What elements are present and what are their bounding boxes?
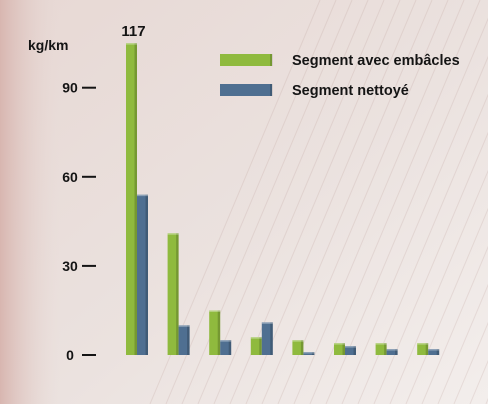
legend-swatch	[220, 54, 272, 66]
bar	[250, 337, 262, 355]
bar	[178, 325, 190, 355]
bar	[292, 340, 304, 355]
y-tick-label: 90	[62, 80, 78, 96]
y-tick-label: 60	[62, 169, 78, 185]
bar	[334, 343, 345, 355]
bar	[261, 322, 273, 355]
bar	[386, 349, 398, 355]
legend-label: Segment nettoyé	[292, 83, 409, 99]
legend: Segment avec embâcles Segment nettoyé	[220, 53, 460, 99]
legend-swatch	[220, 84, 272, 96]
bars	[126, 43, 440, 356]
bar	[220, 340, 232, 355]
bar	[167, 233, 179, 355]
y-axis: kg/km 0 30 60 90	[28, 37, 96, 363]
y-tick-label: 30	[62, 258, 78, 274]
data-labels: 117	[121, 23, 145, 40]
bar	[417, 343, 429, 355]
y-axis-label: kg/km	[28, 37, 68, 53]
y-tick-label: 0	[66, 347, 74, 363]
bar	[428, 349, 440, 355]
bar	[375, 343, 387, 355]
bar	[137, 194, 148, 355]
legend-label: Segment avec embâcles	[292, 53, 460, 69]
data-label: 117	[121, 23, 145, 40]
bar	[209, 310, 221, 355]
bar	[303, 352, 315, 355]
bar	[126, 43, 137, 356]
bar	[345, 346, 356, 355]
legend-item: Segment nettoyé	[220, 83, 409, 99]
legend-item: Segment avec embâcles	[220, 53, 460, 69]
